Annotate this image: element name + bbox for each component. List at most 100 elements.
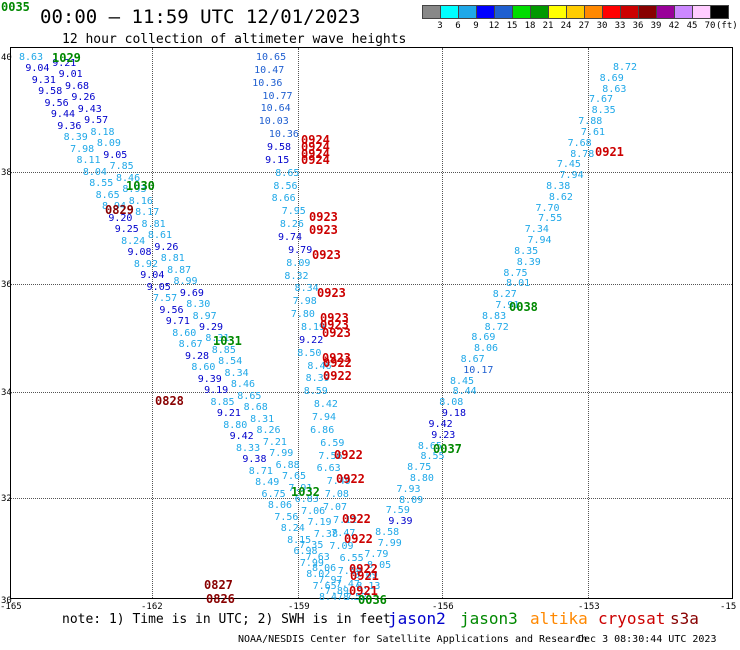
wave-height-value: 8.06 xyxy=(312,563,337,575)
wave-height-value: 8.35 xyxy=(514,245,539,257)
wave-height-value: 8.06 xyxy=(267,500,293,512)
page-title: 00:00 – 11:59 UTC 12/01/2023 xyxy=(40,6,361,28)
wave-height-value: 7.79 xyxy=(364,548,389,560)
pass-time-label: 0923 xyxy=(322,351,351,365)
pass-time-label: 0923 xyxy=(309,210,338,224)
pass-time-label: 1031 xyxy=(213,334,242,348)
wave-height-value: 8.85 xyxy=(210,396,235,408)
wave-height-value: 9.20 xyxy=(108,212,133,224)
color-scale-label: 33 xyxy=(614,21,626,31)
pass-time-label: 0923 xyxy=(322,326,351,340)
pass-time-label: 0828 xyxy=(155,394,184,408)
wave-height-value: 7.47 xyxy=(331,527,356,539)
color-scale-label: 39 xyxy=(650,21,662,31)
wave-height-value: 8.24 xyxy=(121,235,146,247)
pass-time-label: 0921 xyxy=(349,584,378,598)
wave-height-value: 7.34 xyxy=(524,224,549,236)
wave-height-value: 8.09 xyxy=(399,494,424,506)
wave-height-value: 8.65 xyxy=(417,440,442,452)
color-scale-label: 42 xyxy=(668,21,680,31)
wave-height-value: 7.45 xyxy=(556,159,581,171)
wave-height-value: 7.65 xyxy=(281,471,307,483)
color-scale-swatch xyxy=(494,5,513,19)
pass-time-label: 0035 xyxy=(1,0,30,14)
color-scale-label: 45 xyxy=(686,21,698,31)
pass-time-label: 0923 xyxy=(309,223,338,237)
color-scale-label: 30 xyxy=(596,21,608,31)
wave-height-value: 8.26 xyxy=(256,425,281,437)
wave-height-value: 8.09 xyxy=(286,257,311,269)
latitude-label: 32 xyxy=(1,494,12,504)
wave-height-value: 9.79 xyxy=(288,244,313,256)
wave-height-value: 7.21 xyxy=(262,436,287,448)
wave-height-value: 7.94 xyxy=(312,412,337,423)
wave-height-value: 7.98 xyxy=(292,296,317,308)
wave-height-value: 8.63 xyxy=(19,52,44,63)
wave-height-value: 9.26 xyxy=(71,92,96,104)
longitude-gridline xyxy=(298,48,299,598)
pass-time-label: 0924 xyxy=(301,133,330,147)
wave-height-value: 9.39 xyxy=(388,516,413,528)
wave-height-value: 9.58 xyxy=(267,142,292,153)
wave-height-value: 8.55 xyxy=(89,178,114,190)
wave-height-value: 8.63 xyxy=(602,83,627,95)
wave-height-value: 9.43 xyxy=(77,103,102,115)
wave-height-value: 8.68 xyxy=(243,402,268,414)
wave-height-value: 9.31 xyxy=(31,74,56,86)
wave-height-value: 7.91 xyxy=(495,299,520,311)
pass-time-label: 0826 xyxy=(206,592,235,606)
wave-height-value: 8.54 xyxy=(218,356,243,368)
wave-height-value: 7.55 xyxy=(538,213,563,225)
wave-height-value: 6.55 xyxy=(339,553,364,565)
pass-time-label: 0922 xyxy=(323,356,352,370)
latitude-label: 38 xyxy=(1,168,12,178)
wave-height-value: 8.44 xyxy=(452,386,477,398)
wave-height-value: 8.66 xyxy=(271,193,296,205)
color-scale-swatch xyxy=(692,5,711,19)
pass-time-label: 0827 xyxy=(204,578,233,592)
color-scale-swatch xyxy=(458,5,477,19)
wave-height-value: 9.23 xyxy=(431,429,456,441)
color-scale-label: 36 xyxy=(632,21,644,31)
pass-time-label: 0921 xyxy=(595,145,624,159)
wave-height-value: 8.83 xyxy=(482,310,507,322)
wave-height-value: 8.33 xyxy=(236,442,261,454)
wave-height-value: 8.35 xyxy=(591,105,616,117)
wave-height-value: 8.60 xyxy=(191,362,216,374)
wave-height-value: 8.81 xyxy=(160,253,185,265)
wave-height-value: 8.31 xyxy=(205,333,230,345)
wave-height-value: 7.97 xyxy=(318,574,343,586)
wave-height-value: 8.65 xyxy=(237,390,262,402)
wave-height-value: 8.45 xyxy=(449,375,475,387)
wave-height-value: 8.09 xyxy=(96,138,121,150)
generated-timestamp: Dec 3 08:30:44 UTC 2023 xyxy=(578,634,717,645)
wave-height-value: 8.05 xyxy=(367,559,392,571)
wave-height-value: 7.63 xyxy=(305,551,330,563)
wave-height-value: 8.11 xyxy=(76,155,101,167)
wave-height-value: 8.39 xyxy=(63,132,88,144)
wave-height-value: 6.75 xyxy=(261,488,286,500)
wave-height-value: 6.83 xyxy=(294,494,319,506)
wave-height-value: 8.08 xyxy=(439,397,464,409)
wave-height-value: 7.70 xyxy=(535,202,560,214)
wave-height-value: 8.49 xyxy=(255,477,280,489)
wave-height-value: 8.02 xyxy=(306,569,331,581)
latitude-label: 34 xyxy=(1,388,12,398)
pass-time-label: 0923 xyxy=(320,318,349,332)
wave-height-value: 8.16 xyxy=(128,195,153,207)
wave-height-value: 9.39 xyxy=(197,373,222,385)
wave-height-value: 8.27 xyxy=(492,289,517,301)
wave-height-value: 9.04 xyxy=(140,270,165,282)
wave-height-value: 8.72 xyxy=(613,62,638,73)
wave-height-value: 8.80 xyxy=(223,419,248,431)
wave-height-value: 8.67 xyxy=(178,339,203,351)
wave-height-value: 6.86 xyxy=(310,424,335,436)
wave-height-value: 7.56 xyxy=(274,511,299,523)
color-scale-label: 9 xyxy=(473,21,479,31)
wave-height-value: 8.17 xyxy=(135,207,160,219)
legend-item-jason2: jason2 xyxy=(388,609,446,628)
color-scale-label: 3 xyxy=(437,21,443,31)
pass-time-label: 0923 xyxy=(317,286,346,300)
wave-height-value: 8.75 xyxy=(407,462,432,474)
latitude-label: 40 xyxy=(1,53,12,63)
